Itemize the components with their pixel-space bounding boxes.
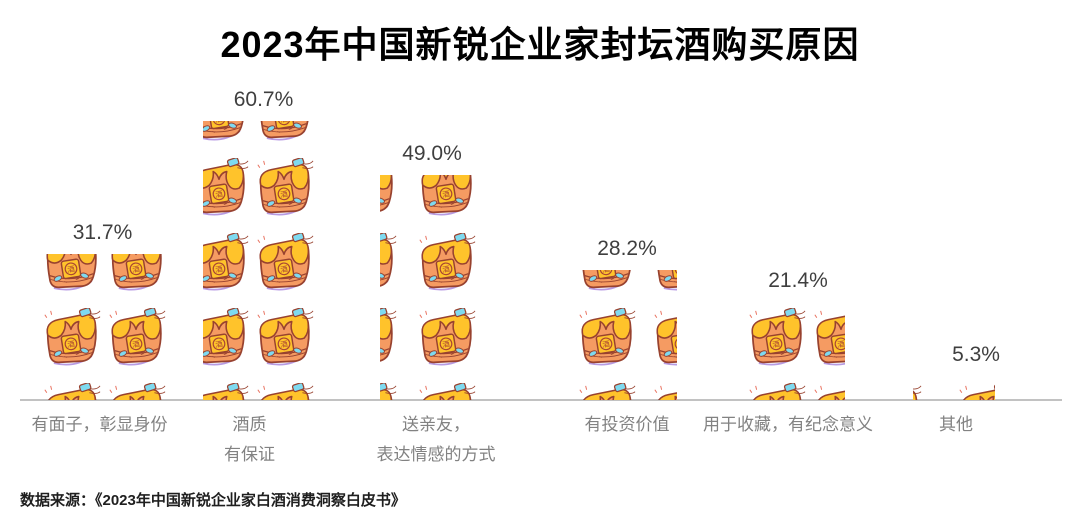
- sealed-wine-jar-icon: 酒: [203, 121, 250, 145]
- sealed-wine-jar-icon: 酒: [40, 383, 102, 400]
- svg-text:酒: 酒: [602, 270, 611, 274]
- svg-text:酒: 酒: [442, 339, 451, 349]
- category-label-line: 表达情感的方式: [376, 445, 496, 464]
- sealed-wine-jar-icon: 酒: [745, 383, 807, 400]
- svg-text:酒: 酒: [280, 121, 289, 124]
- sealed-wine-jar-icon: 酒: [253, 158, 315, 220]
- value-label: 31.7%: [72, 221, 133, 244]
- sealed-wine-jar-icon: 酒: [415, 308, 477, 370]
- sealed-wine-jar-icon: 酒: [380, 175, 398, 220]
- sealed-wine-jar-icon: 酒: [253, 383, 315, 400]
- sealed-wine-jar-icon: 酒: [105, 308, 167, 370]
- svg-text:酒: 酒: [215, 189, 224, 199]
- category-label-line: 有保证: [224, 445, 275, 464]
- svg-text:酒: 酒: [602, 339, 611, 349]
- value-label: 60.7%: [233, 88, 294, 111]
- sealed-wine-jar-icon: 酒: [810, 308, 845, 370]
- category-label-line: 送亲友，: [402, 415, 470, 434]
- category-label: 其他: [826, 410, 1080, 440]
- svg-text:酒: 酒: [215, 121, 224, 124]
- svg-text:酒: 酒: [442, 189, 451, 199]
- sealed-wine-jar-icon: 酒: [203, 233, 250, 295]
- sealed-wine-jar-icon: 酒: [575, 308, 637, 370]
- category-label-line: 其他: [939, 415, 973, 434]
- category-label-line: 用于收藏，有纪念意义: [703, 415, 873, 434]
- sealed-wine-jar-icon: 酒: [203, 308, 250, 370]
- sealed-wine-jar-icon: 酒: [415, 233, 477, 295]
- sealed-wine-jar-icon: 酒: [380, 233, 398, 295]
- category-label: 用于收藏，有纪念意义: [658, 410, 918, 440]
- source-note: 数据来源：《2023年中国新锐企业家白酒消费洞察白皮书》: [20, 492, 406, 509]
- sealed-wine-jar-icon: 酒: [745, 308, 807, 370]
- sealed-wine-jar-icon: 酒: [253, 121, 315, 145]
- value-label: 28.2%: [597, 237, 657, 260]
- sealed-wine-jar-icon: 酒: [650, 308, 677, 370]
- sealed-wine-jar-icon: 酒: [203, 383, 250, 400]
- value-label: 21.4%: [768, 269, 828, 292]
- category-label-line: 有投资价值: [584, 415, 670, 434]
- sealed-wine-jar-icon: 酒: [415, 175, 477, 220]
- sealed-wine-jar-icon: 酒: [810, 383, 845, 400]
- pictogram-bar: 酒酒酒酒酒酒酒酒酒酒: [203, 121, 320, 400]
- category-label: 送亲友， 表达情感的方式: [306, 410, 566, 470]
- sealed-wine-jar-icon: 酒: [380, 308, 398, 370]
- sealed-wine-jar-icon: 酒: [105, 254, 167, 295]
- x-axis-line: [20, 399, 1062, 401]
- sealed-wine-jar-icon: 酒: [955, 383, 995, 400]
- sealed-wine-jar-icon: 酒: [913, 383, 923, 400]
- svg-text:酒: 酒: [280, 264, 289, 274]
- svg-text:酒: 酒: [132, 339, 141, 349]
- svg-text:酒: 酒: [280, 189, 289, 199]
- svg-text:酒: 酒: [215, 264, 224, 274]
- category-label-line: 酒质: [232, 415, 267, 434]
- sealed-wine-jar-icon: 酒: [650, 383, 677, 400]
- svg-text:酒: 酒: [132, 264, 141, 274]
- sealed-wine-jar-icon: 酒: [415, 383, 477, 400]
- category-label: 酒质 有保证: [120, 410, 380, 470]
- category-label: 有面子，彰显身份: [0, 410, 230, 440]
- sealed-wine-jar-icon: 酒: [105, 383, 167, 400]
- sealed-wine-jar-icon: 酒: [203, 158, 250, 220]
- sealed-wine-jar-icon: 酒: [575, 270, 637, 295]
- sealed-wine-jar-icon: 酒: [575, 383, 637, 400]
- svg-text:酒: 酒: [772, 339, 781, 349]
- svg-text:酒: 酒: [215, 339, 224, 349]
- sealed-wine-jar-icon: 酒: [650, 270, 677, 295]
- svg-text:酒: 酒: [280, 339, 289, 349]
- pictogram-bar: 酒酒: [913, 376, 995, 400]
- category-label: 有投资价值: [497, 410, 757, 440]
- svg-text:酒: 酒: [837, 339, 845, 349]
- sealed-wine-jar-icon: 酒: [40, 254, 102, 295]
- svg-text:酒: 酒: [67, 264, 76, 274]
- svg-text:酒: 酒: [67, 339, 76, 349]
- sealed-wine-jar-icon: 酒: [40, 308, 102, 370]
- value-label: 5.3%: [952, 343, 1000, 366]
- category-label-line: 有面子，彰显身份: [31, 415, 168, 434]
- sealed-wine-jar-icon: 酒: [253, 233, 315, 295]
- svg-text:酒: 酒: [442, 264, 451, 274]
- chart-title: 2023年中国新锐企业家封坛酒购买原因: [220, 24, 860, 65]
- pictogram-bar: 酒酒酒酒酒酒酒酒: [380, 175, 480, 400]
- value-label: 49.0%: [402, 142, 462, 165]
- sealed-wine-jar-icon: 酒: [380, 383, 398, 400]
- sealed-wine-jar-icon: 酒: [253, 308, 315, 370]
